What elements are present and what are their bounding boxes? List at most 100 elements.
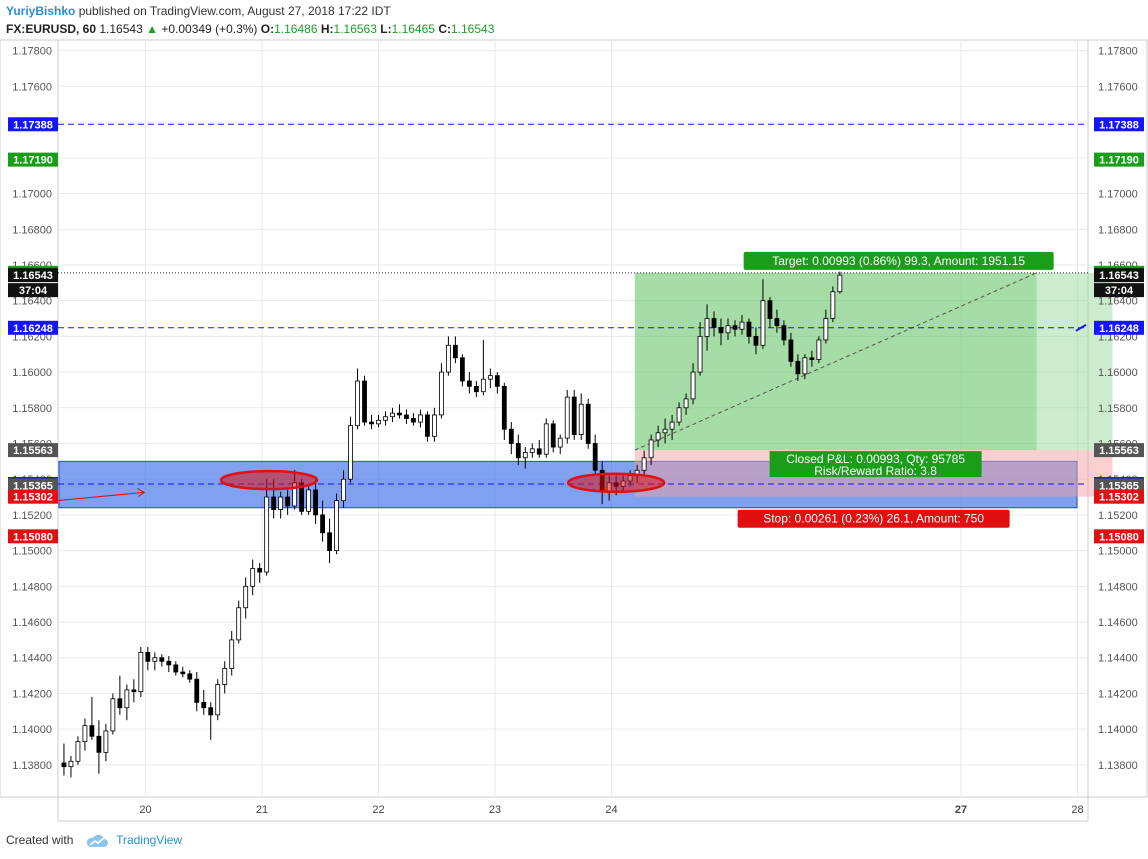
candle — [746, 318, 752, 344]
candle — [96, 720, 102, 774]
candle — [215, 679, 221, 721]
candle-body — [760, 300, 766, 346]
candle-body — [452, 344, 458, 359]
y-tick-label-right: 1.14400 — [1098, 653, 1138, 665]
close-label: C: — [438, 22, 451, 36]
stop-label: Stop: 0.00261 (0.23%) 26.1, Amount: 750 — [737, 509, 1010, 528]
candle — [508, 422, 514, 455]
price-label-right: 1.15080 — [1094, 529, 1144, 544]
candle-body — [138, 651, 144, 693]
y-tick-label-left: 1.14600 — [12, 617, 52, 629]
candle — [138, 647, 144, 698]
rr-label-text: Risk/Reward Ratio: 3.8 — [814, 464, 937, 478]
candle — [313, 479, 318, 524]
candle-body — [809, 357, 815, 360]
candle — [459, 354, 465, 387]
candle — [257, 563, 263, 583]
candle-body — [795, 360, 801, 375]
candle — [774, 309, 780, 333]
price-label-left-text: 1.15080 — [13, 531, 53, 543]
candle-body — [306, 489, 312, 512]
candle-body — [648, 439, 654, 459]
candle-body — [103, 730, 109, 753]
price-label-left-text: 1.15302 — [13, 492, 53, 504]
pnl-label-bg — [769, 451, 982, 478]
candles-layer — [61, 271, 843, 778]
candle-body — [229, 639, 235, 669]
candle — [725, 318, 731, 340]
candle — [676, 402, 682, 426]
candle-body — [704, 318, 710, 337]
tradingview-link[interactable]: TradingView — [116, 833, 183, 847]
candle — [159, 654, 165, 667]
candle — [473, 381, 479, 398]
price-label-left-bg — [8, 443, 58, 458]
candle-body — [641, 457, 647, 471]
candle — [404, 409, 409, 424]
candle-body — [522, 452, 528, 459]
candle-body — [215, 684, 221, 716]
candle — [718, 318, 724, 346]
position-path-line — [634, 272, 1037, 451]
price-label-right-text: 1.15080 — [1099, 531, 1139, 543]
price-label-left-text: 1.16543 — [13, 270, 53, 282]
price-label-right-bg — [1094, 478, 1144, 493]
candle — [306, 486, 312, 515]
y-tick-label-right: 1.16400 — [1098, 296, 1138, 308]
candle-body — [767, 300, 773, 319]
candle — [145, 647, 151, 671]
high-label: H: — [320, 22, 334, 36]
candle — [187, 670, 193, 683]
candle — [432, 407, 437, 442]
price-label-left: 1.17388 — [8, 117, 58, 132]
candle — [753, 327, 759, 355]
price-label-right-bg — [1094, 529, 1144, 544]
candle-body — [75, 741, 81, 762]
candle-body — [508, 428, 514, 444]
candle — [480, 339, 486, 396]
countdown-bg — [8, 283, 58, 298]
candle-body — [753, 335, 759, 346]
candle-body — [739, 321, 745, 330]
candle-body — [362, 380, 367, 423]
line-handle — [1075, 323, 1087, 332]
candle-body — [501, 385, 507, 430]
price-label-left-bg — [8, 152, 58, 167]
x-tick-label: 28 — [1071, 804, 1083, 816]
price-label-right: 1.15302 — [1094, 489, 1144, 504]
price-label-right: 1.17388 — [1094, 117, 1144, 132]
price-label-right-text: 1.17388 — [1099, 119, 1139, 131]
candle-body — [404, 414, 409, 419]
candle — [529, 443, 535, 458]
y-tick-label-right: 1.17800 — [1098, 46, 1138, 58]
candle-body — [208, 707, 214, 716]
candle — [683, 393, 689, 415]
candle-body — [550, 423, 556, 448]
y-tick-label-left: 1.15000 — [12, 546, 52, 558]
candle-body — [711, 318, 717, 328]
y-tick-label-right: 1.13800 — [1098, 760, 1138, 772]
close-value: 1.16543 — [450, 22, 495, 36]
target-label-bg — [743, 251, 1054, 270]
price-label-left-text: 1.17388 — [13, 119, 53, 131]
candle-body — [725, 325, 731, 334]
candle — [425, 411, 430, 442]
candle — [208, 702, 214, 740]
arrow-line — [58, 491, 145, 501]
y-tick-label-left: 1.17600 — [12, 81, 52, 93]
candle-body — [494, 375, 500, 387]
candle — [355, 368, 360, 430]
change-value: +0.00349 (+0.3%) — [161, 22, 258, 36]
candle — [278, 491, 284, 519]
candle — [662, 418, 668, 444]
stop-label-bg — [737, 509, 1010, 528]
candle — [418, 409, 423, 428]
candle-body — [222, 668, 228, 685]
author-link[interactable]: YuriyBishko — [6, 4, 76, 18]
candle — [494, 372, 500, 394]
candle-body — [557, 437, 563, 448]
candle — [201, 689, 207, 715]
highlight-ellipse — [219, 469, 319, 491]
price-label-left-bg — [8, 268, 58, 283]
